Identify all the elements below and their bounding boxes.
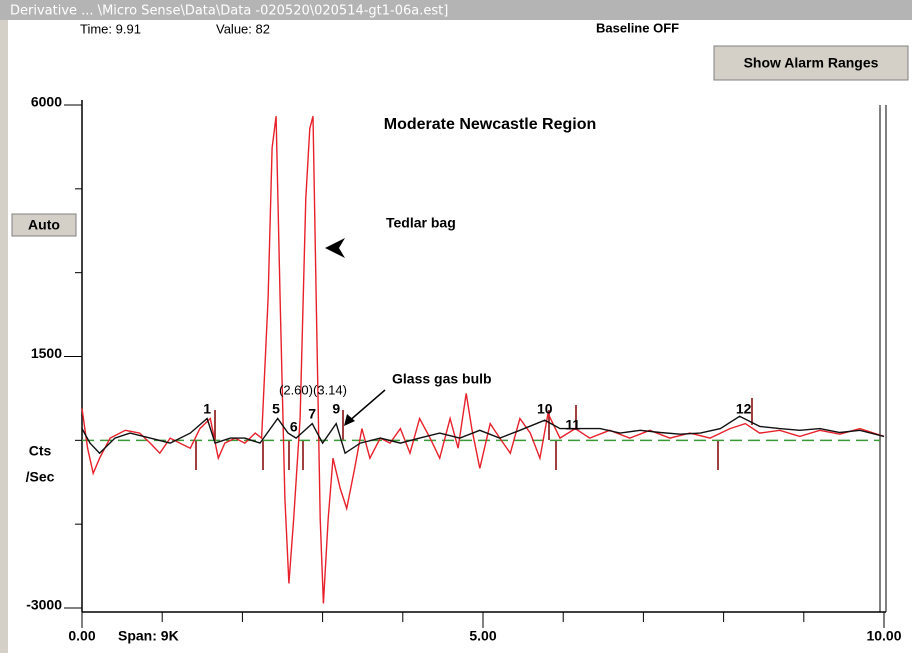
y-label: /Sec xyxy=(26,469,55,485)
show-alarm-button[interactable] xyxy=(713,45,909,81)
chart-title: Moderate Newcastle Region xyxy=(384,116,597,133)
peak-label: 6 xyxy=(290,419,298,435)
auto-button[interactable] xyxy=(11,213,77,237)
x-tick-label: 0.00 xyxy=(68,628,95,644)
show-alarm-label[interactable]: Show Alarm Ranges xyxy=(744,55,879,71)
time-readout: Time: 9.91 xyxy=(80,21,141,36)
arrow-glass xyxy=(347,389,386,423)
arrow-tedlar xyxy=(325,238,345,258)
peak-label: 9 xyxy=(332,401,340,417)
y-tick-label: 1500 xyxy=(31,345,62,361)
baseline-status: Baseline OFF xyxy=(596,20,679,35)
series-line xyxy=(81,415,885,455)
peak-time: (2.60) xyxy=(279,382,313,397)
peak-label: 1 xyxy=(203,401,211,417)
arrow-glass-head xyxy=(344,414,355,426)
value-readout: Value: 82 xyxy=(216,21,270,36)
x-tick-label: 10.00 xyxy=(866,628,901,644)
y-label: Cts xyxy=(29,443,52,459)
series-line xyxy=(81,116,885,604)
window-title: Derivative ... \Micro Sense\Data\Data -0… xyxy=(10,4,448,19)
peak-label: 5 xyxy=(272,401,280,417)
peak-label: 11 xyxy=(565,417,580,433)
peak-label: 12 xyxy=(736,401,752,417)
left-margin xyxy=(0,0,8,653)
annotation-glass: Glass gas bulb xyxy=(392,371,492,387)
title-bar xyxy=(0,0,912,20)
x-tick-label: 5.00 xyxy=(469,628,496,644)
annotation-tedlar: Tedlar bag xyxy=(386,215,456,231)
y-tick-label: -3000 xyxy=(26,597,62,613)
auto-label[interactable]: Auto xyxy=(28,217,60,233)
peak-label: 10 xyxy=(537,401,553,417)
peak-label: 7 xyxy=(308,406,316,422)
y-tick-label: 6000 xyxy=(31,94,62,110)
peak-time: (3.14) xyxy=(313,382,347,397)
span-label: Span: 9K xyxy=(118,628,179,644)
